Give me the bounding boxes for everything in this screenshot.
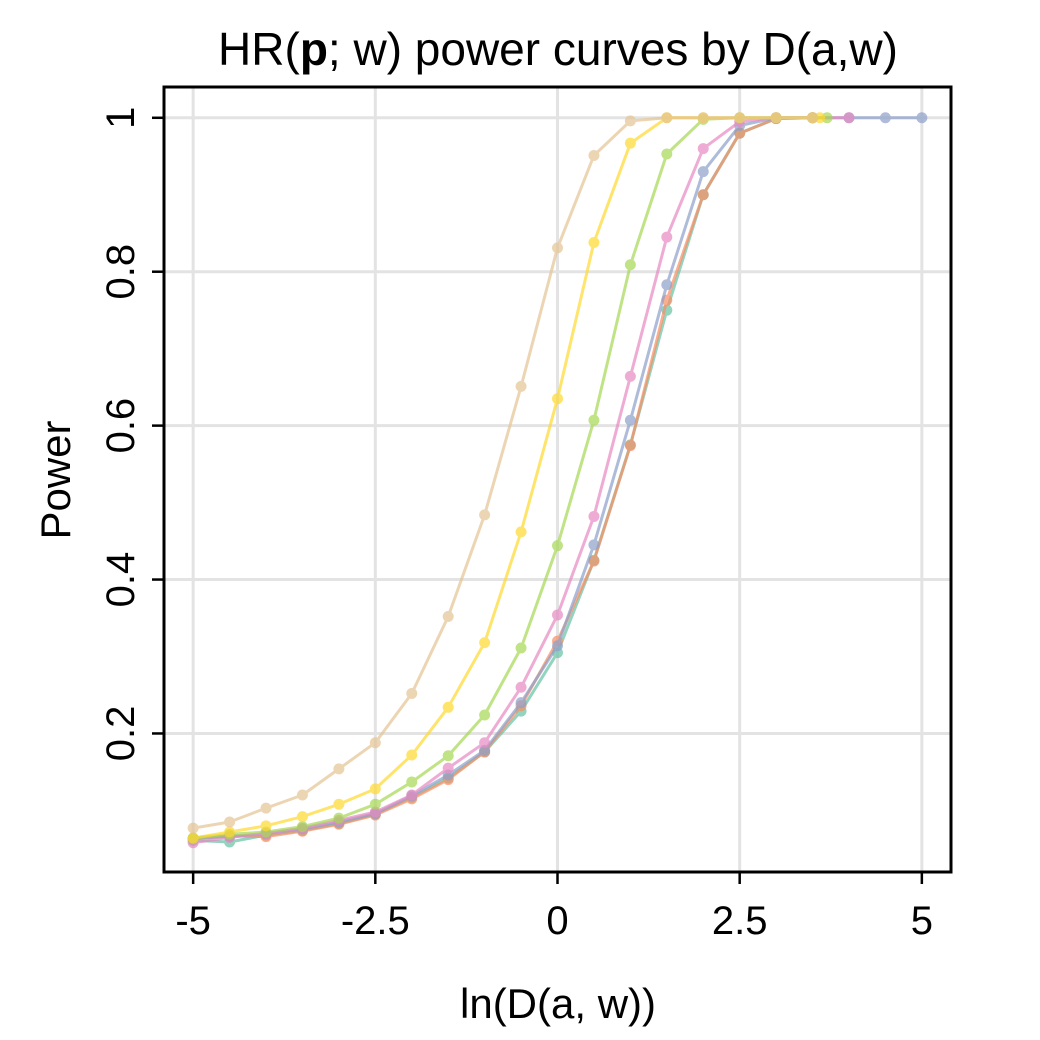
y-axis: 0.2 0.4 0.6 0.8 1 <box>99 107 164 762</box>
series-7-point <box>406 687 418 699</box>
x-tick-label: 5 <box>911 899 933 943</box>
series-6-point <box>588 236 600 248</box>
series-6-point <box>224 826 236 838</box>
series-7-point <box>369 737 381 749</box>
series-5-point <box>333 812 345 824</box>
series-4-point <box>442 762 454 774</box>
series-7-point <box>296 789 308 801</box>
x-axis-label: ln(D(a, w)) <box>460 980 656 1027</box>
series-5-point <box>442 750 454 762</box>
series-4-point <box>661 231 673 243</box>
series-6-point <box>260 820 272 832</box>
series-4-point <box>624 370 636 382</box>
series-5-point <box>552 540 563 552</box>
series-3-point <box>624 414 636 426</box>
y-tick-label: 1 <box>99 107 143 129</box>
series-4-point <box>369 806 381 818</box>
series-6-point <box>442 701 454 713</box>
series-4-point <box>552 609 563 621</box>
series-7-line <box>192 116 813 830</box>
series-6-point <box>479 637 491 649</box>
series-2-point <box>588 555 600 567</box>
series-6-point <box>552 393 563 405</box>
series-3-point <box>661 279 673 291</box>
series-7 <box>187 112 819 834</box>
series-6-point <box>406 749 418 761</box>
series-7-point <box>661 112 673 124</box>
series-3-point <box>515 697 527 709</box>
series-2-point <box>697 189 709 201</box>
series-7-point <box>479 509 491 521</box>
series-3-point <box>879 112 891 124</box>
series-3-point <box>588 539 600 551</box>
series-5-point <box>515 642 527 654</box>
series-5-point <box>624 259 636 271</box>
series-6-point <box>333 798 345 810</box>
series-7-point <box>333 763 345 775</box>
series-2-line <box>192 116 813 841</box>
series-4-point <box>515 681 527 693</box>
series-7-point <box>588 149 600 161</box>
series-7-point <box>187 822 199 834</box>
series-2-point <box>624 440 636 452</box>
series-6-point <box>187 832 199 844</box>
series-7-point <box>770 112 782 124</box>
series-5-point <box>369 798 381 810</box>
series-3-point <box>697 166 709 178</box>
series-7-point <box>734 112 746 124</box>
y-axis-label: Power <box>32 420 79 539</box>
series-4 <box>187 112 855 849</box>
series-3-point <box>916 112 928 124</box>
series-7-point <box>224 816 236 828</box>
x-tick-label: 0 <box>546 899 568 943</box>
series-1 <box>187 112 819 848</box>
y-tick-label: 0.6 <box>99 398 143 454</box>
series-7-point <box>552 242 563 254</box>
series-3-point <box>479 744 491 756</box>
series-7-point <box>807 112 819 124</box>
x-tick-label: -5 <box>175 899 211 943</box>
grid <box>164 87 951 872</box>
series-5-point <box>479 709 491 721</box>
series-group <box>187 112 928 849</box>
series-6-point <box>515 526 527 538</box>
series-7-point <box>624 115 636 127</box>
series-5-point <box>661 148 673 160</box>
series-4-point <box>479 737 491 749</box>
series-7-point <box>515 380 527 392</box>
series-6-point <box>296 811 308 823</box>
x-tick-label: -2.5 <box>341 899 410 943</box>
series-6-point <box>624 137 636 149</box>
x-axis: -5 -2.5 0 2.5 5 <box>175 872 933 943</box>
series-4-point <box>588 510 600 522</box>
series-6-point <box>369 783 381 795</box>
chart-title: HR(p; w) power curves by D(a,w) <box>218 23 898 75</box>
series-5-line <box>192 116 828 840</box>
series-5-point <box>406 776 418 788</box>
series-4-point <box>843 112 855 124</box>
series-4-point <box>697 143 709 155</box>
series-3-point <box>552 640 563 652</box>
x-tick-label: 2.5 <box>712 899 768 943</box>
series-6-line <box>192 116 820 840</box>
y-tick-label: 0.8 <box>99 244 143 300</box>
series-5-point <box>296 821 308 833</box>
y-tick-label: 0.2 <box>99 706 143 762</box>
series-7-point <box>697 112 709 124</box>
series-7-point <box>260 802 272 814</box>
series-7-point <box>442 610 454 622</box>
series-5-point <box>588 414 600 426</box>
series-4-point <box>406 789 418 801</box>
y-tick-label: 0.4 <box>99 552 143 608</box>
